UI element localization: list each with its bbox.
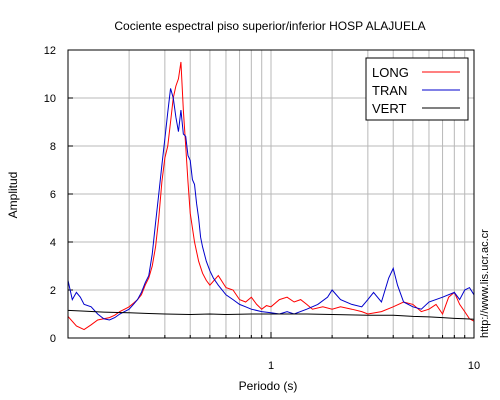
chart-title: Cociente espectral piso superior/inferio… xyxy=(114,19,425,33)
y-tick-label: 12 xyxy=(44,45,56,57)
series-line-vert xyxy=(67,309,475,320)
x-axis-ticks: 1 10 xyxy=(67,332,480,372)
series-line-tran xyxy=(67,88,475,321)
y-tick-label: 2 xyxy=(50,285,56,297)
y-axis-ticks: 0 2 4 6 8 10 12 xyxy=(44,45,73,345)
x-axis-label: Periodo (s) xyxy=(239,379,298,393)
watermark-url: http://www.lis.ucr.ac.cr xyxy=(479,229,491,338)
legend-label-long: LONG xyxy=(372,65,409,80)
legend-label-tran: TRAN xyxy=(372,83,407,98)
series-group xyxy=(67,61,475,331)
legend-label-vert: VERT xyxy=(372,101,406,116)
plot-frame xyxy=(67,49,475,339)
y-tick-label: 8 xyxy=(50,141,56,153)
x-tick-label: 10 xyxy=(468,360,480,372)
y-tick-label: 10 xyxy=(44,93,56,105)
y-tick-label: 0 xyxy=(50,333,56,345)
legend: LONG TRAN VERT xyxy=(365,57,469,121)
y-tick-label: 6 xyxy=(50,189,56,201)
x-tick-label: 1 xyxy=(268,360,274,372)
legend-box xyxy=(365,57,469,121)
y-axis-label: Amplitud xyxy=(6,172,20,219)
y-tick-label: 4 xyxy=(50,237,56,249)
